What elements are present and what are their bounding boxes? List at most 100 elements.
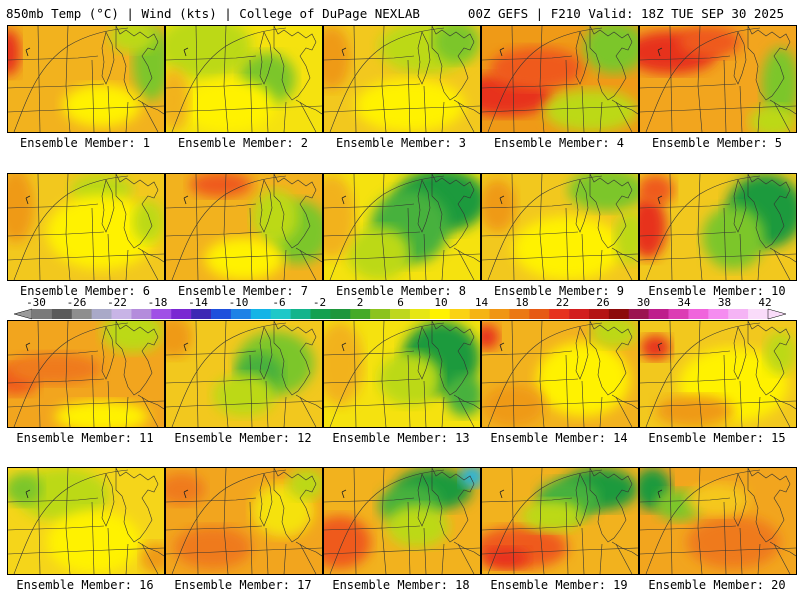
ensemble-member-label: Ensemble Member: 9 <box>493 284 625 298</box>
colorbar-tick-label: 18 <box>515 296 529 309</box>
colorbar-swatch <box>549 309 570 319</box>
colorbar-tick-label: 30 <box>636 296 651 309</box>
colorbar-swatch <box>708 309 729 319</box>
ensemble-member-label: Ensemble Member: 19 <box>490 578 628 592</box>
colorbar-swatch <box>608 309 630 319</box>
temperature-shading <box>189 174 252 198</box>
ensemble-member-label: Ensemble Member: 6 <box>19 284 151 298</box>
colorbar-max-arrow <box>767 308 786 320</box>
colorbar-tick-label: 22 <box>555 296 570 309</box>
ensemble-member-label: Ensemble Member: 18 <box>332 578 470 592</box>
map-boundaries <box>640 174 796 280</box>
temperature-shading <box>749 105 796 132</box>
map-boundaries <box>166 174 322 280</box>
map-boundaries <box>324 468 480 574</box>
ensemble-member-map <box>323 25 481 133</box>
map-boundaries <box>166 468 322 574</box>
temperature-shading <box>8 174 35 243</box>
temperature-shading <box>536 342 631 417</box>
map-boundaries <box>482 174 638 280</box>
colorbar-swatch <box>449 309 470 319</box>
temperature-shading <box>287 468 322 500</box>
map-boundaries <box>166 321 322 427</box>
ensemble-member-map <box>639 467 797 575</box>
temperature-shading <box>640 334 672 361</box>
temperature-shading <box>140 542 164 574</box>
ensemble-member-map <box>639 173 797 281</box>
colorbar-swatch <box>688 309 709 319</box>
temperature-shading <box>54 400 149 427</box>
ensemble-member-map <box>639 25 797 133</box>
temperature-shading <box>482 547 529 569</box>
temperature-colorbar <box>14 308 786 320</box>
ensemble-member-map <box>323 467 481 575</box>
colorbar-swatch <box>250 309 272 319</box>
ensemble-member-map <box>165 320 323 428</box>
temperature-shading <box>445 374 480 417</box>
colorbar-swatch <box>131 309 152 319</box>
temperature-shading <box>212 374 276 417</box>
temperature-shading <box>347 227 410 280</box>
temperature-shading <box>62 84 141 127</box>
ensemble-member-map <box>7 467 165 575</box>
colorbar-tick-label: -6 <box>272 296 286 309</box>
ensemble-member-label: Ensemble Member: 13 <box>332 431 470 445</box>
map-boundaries <box>324 321 480 427</box>
colorbar-tick-label: -14 <box>188 296 208 309</box>
colorbar-swatch <box>469 309 490 319</box>
colorbar-swatch <box>350 309 371 319</box>
temperature-shading <box>8 29 21 76</box>
colorbar-swatch <box>32 309 53 319</box>
colorbar-tick-label: 6 <box>397 296 404 309</box>
colorbar-swatch <box>230 309 252 319</box>
temperature-shading <box>544 89 638 132</box>
temperature-shading <box>8 352 102 385</box>
map-boundaries <box>640 468 796 574</box>
temperature-shading <box>640 174 675 206</box>
ensemble-member-label: Ensemble Member: 20 <box>648 578 786 592</box>
colorbar-tick-label: -10 <box>228 296 249 309</box>
colorbar-tick-label: 38 <box>717 296 732 309</box>
header-right-title: 00Z GEFS | F210 Valid: 18Z TUE SEP 30 20… <box>467 6 784 21</box>
temperature-shading <box>101 321 164 353</box>
temperature-shading <box>166 321 193 359</box>
temperature-shading <box>324 321 363 406</box>
map-boundaries <box>8 26 164 132</box>
ensemble-member-map <box>481 25 639 133</box>
temperature-shading <box>8 473 43 506</box>
ensemble-member-map <box>165 173 323 281</box>
temperature-shading <box>482 179 517 233</box>
colorbar-swatch <box>489 309 510 319</box>
colorbar-swatch <box>91 309 112 319</box>
ensemble-member-label: Ensemble Member: 12 <box>174 431 312 445</box>
colorbar-swatch <box>569 309 590 319</box>
colorbar-tick-label: -22 <box>107 296 127 309</box>
colorbar-swatch <box>151 309 172 319</box>
colorbar-swatch <box>51 309 73 319</box>
ensemble-member-map <box>165 467 323 575</box>
map-boundaries <box>324 174 480 280</box>
ensemble-member-map <box>639 320 797 428</box>
temperature-shading <box>166 68 190 132</box>
ensemble-member-label: Ensemble Member: 16 <box>16 578 154 592</box>
colorbar-swatch <box>270 309 291 319</box>
temperature-shading <box>679 26 742 58</box>
temperature-shading <box>614 211 638 265</box>
map-boundaries <box>482 321 638 427</box>
colorbar-swatch <box>370 309 391 319</box>
temperature-shading <box>251 189 299 243</box>
colorbar-tick-label: -30 <box>26 296 46 309</box>
colorbar-tick-label: 26 <box>596 296 610 309</box>
temperature-shading <box>324 26 351 90</box>
temperature-shading <box>166 26 252 79</box>
temperature-shading <box>583 26 638 74</box>
ensemble-member-label: Ensemble Member: 14 <box>490 431 628 445</box>
colorbar-swatch <box>211 309 232 319</box>
temperature-shading <box>761 47 796 122</box>
ensemble-member-map <box>323 320 481 428</box>
colorbar-swatch <box>529 309 550 319</box>
ensemble-member-label: Ensemble Member: 7 <box>177 284 309 298</box>
temperature-shading <box>686 515 781 569</box>
ensemble-member-label: Ensemble Member: 11 <box>16 431 154 445</box>
map-boundaries <box>8 174 164 280</box>
